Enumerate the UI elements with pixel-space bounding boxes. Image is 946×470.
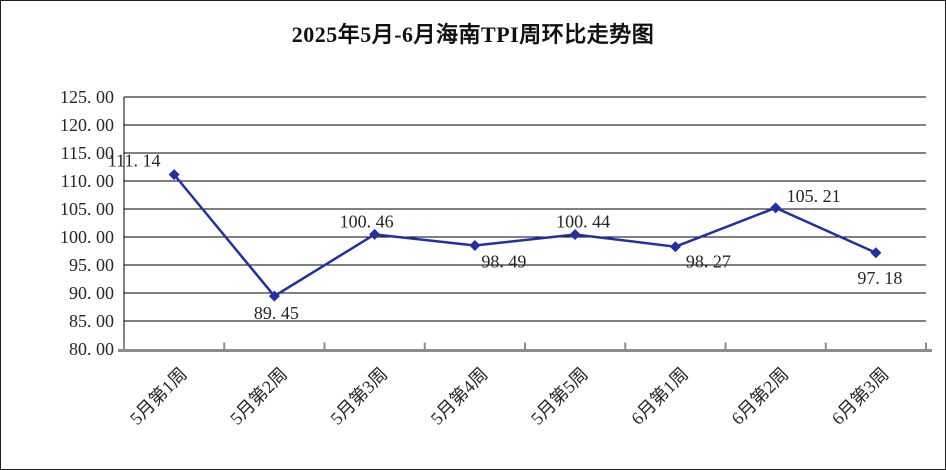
x-tick-label: 6月第1周	[627, 364, 692, 429]
chart-title: 2025年5月-6月海南TPI周环比走势图	[291, 22, 655, 47]
x-axis-line	[118, 349, 932, 352]
data-label: 111. 14	[108, 151, 161, 171]
data-point-marker	[168, 169, 180, 181]
y-tick-label: 85. 00	[69, 311, 114, 331]
data-point-marker	[569, 229, 581, 241]
data-point-marker	[770, 202, 782, 214]
x-tick-label: 5月第2周	[226, 364, 291, 429]
y-tick-label: 80. 00	[69, 339, 114, 359]
x-tick-label: 5月第5周	[527, 364, 592, 429]
data-point-marker	[870, 247, 882, 259]
y-tick-label: 120. 00	[60, 115, 114, 135]
data-label: 105. 21	[787, 186, 841, 206]
data-point-marker	[469, 239, 481, 251]
y-tick-label: 90. 00	[69, 283, 114, 303]
data-point-marker	[369, 228, 381, 240]
data-label: 98. 49	[481, 251, 526, 271]
x-tick-label: 6月第3周	[828, 364, 893, 429]
data-label: 97. 18	[857, 268, 902, 288]
data-point-marker	[669, 241, 681, 253]
y-tick-label: 105. 00	[60, 199, 114, 219]
data-label: 100. 46	[340, 211, 394, 231]
y-tick-label: 100. 00	[60, 227, 114, 247]
x-tick-label: 5月第3周	[326, 364, 391, 429]
y-tick-label: 125. 00	[60, 87, 114, 107]
data-label: 89. 45	[254, 303, 299, 323]
y-tick-label: 95. 00	[69, 255, 114, 275]
x-tick-label: 5月第1周	[126, 364, 191, 429]
x-tick-label: 6月第2周	[727, 364, 792, 429]
data-point-marker	[268, 290, 280, 302]
y-tick-label: 115. 00	[61, 143, 114, 163]
x-tick-label: 5月第4周	[427, 364, 492, 429]
data-label: 98. 27	[686, 252, 731, 272]
data-label: 100. 44	[556, 212, 610, 232]
series-line	[173, 173, 877, 298]
y-tick-label: 110. 00	[61, 171, 114, 191]
